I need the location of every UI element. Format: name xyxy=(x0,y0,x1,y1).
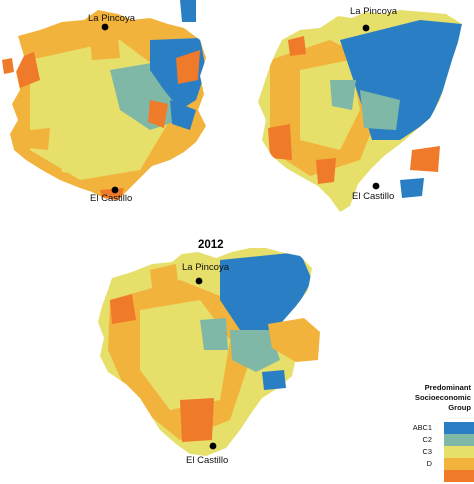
legend-title: Predominant Socioeconomic Group xyxy=(388,383,474,413)
marker-top-left-la-pincoya: La Pincoya xyxy=(88,13,136,31)
map-top-right xyxy=(258,10,462,212)
marker-bottom-el-castillo: El Castillo xyxy=(186,442,228,466)
place-label-la-pincoya: La Pincoya xyxy=(88,13,136,24)
legend-item-label: ABC1 xyxy=(412,423,432,432)
place-label-la-pincoya: La Pincoya xyxy=(182,262,230,273)
year-title-2012: 2012 xyxy=(198,239,224,251)
legend-item-c3: C3 xyxy=(388,446,474,460)
legend-swatch xyxy=(444,446,474,458)
legend-item-e xyxy=(388,470,474,484)
place-label-el-castillo: El Castillo xyxy=(90,193,132,204)
legend-item-label: C3 xyxy=(422,447,432,456)
legend: Predominant Socioeconomic Group xyxy=(388,383,474,413)
legend-swatch xyxy=(444,470,474,482)
marker-bottom-la-pincoya: La Pincoya xyxy=(182,262,230,285)
map-bottom xyxy=(98,248,320,456)
legend-item-label: C2 xyxy=(422,435,432,444)
legend-item-d: D xyxy=(388,458,474,472)
place-label-el-castillo: El Castillo xyxy=(352,191,394,202)
legend-item-c2: C2 xyxy=(388,434,474,448)
legend-title-line: Predominant xyxy=(424,383,471,392)
legend-swatch xyxy=(444,458,474,470)
map-canvas: La Pincoya El Castillo La Pincoya El Cas… xyxy=(2,0,462,466)
marker-top-left-el-castillo: El Castillo xyxy=(90,186,132,204)
marker-top-right-la-pincoya: La Pincoya xyxy=(350,6,398,32)
place-label-la-pincoya: La Pincoya xyxy=(350,6,398,17)
legend-item-abc1: ABC1 xyxy=(388,422,474,436)
map-top-left xyxy=(2,0,206,200)
legend-title-line: Group xyxy=(448,403,471,412)
marker-top-right-el-castillo: El Castillo xyxy=(352,182,394,202)
legend-item-label: D xyxy=(426,459,432,468)
place-label-el-castillo: El Castillo xyxy=(186,455,228,466)
legend-title-line: Socioeconomic xyxy=(414,393,471,402)
legend-swatch xyxy=(444,434,474,446)
legend-swatch xyxy=(444,422,474,434)
